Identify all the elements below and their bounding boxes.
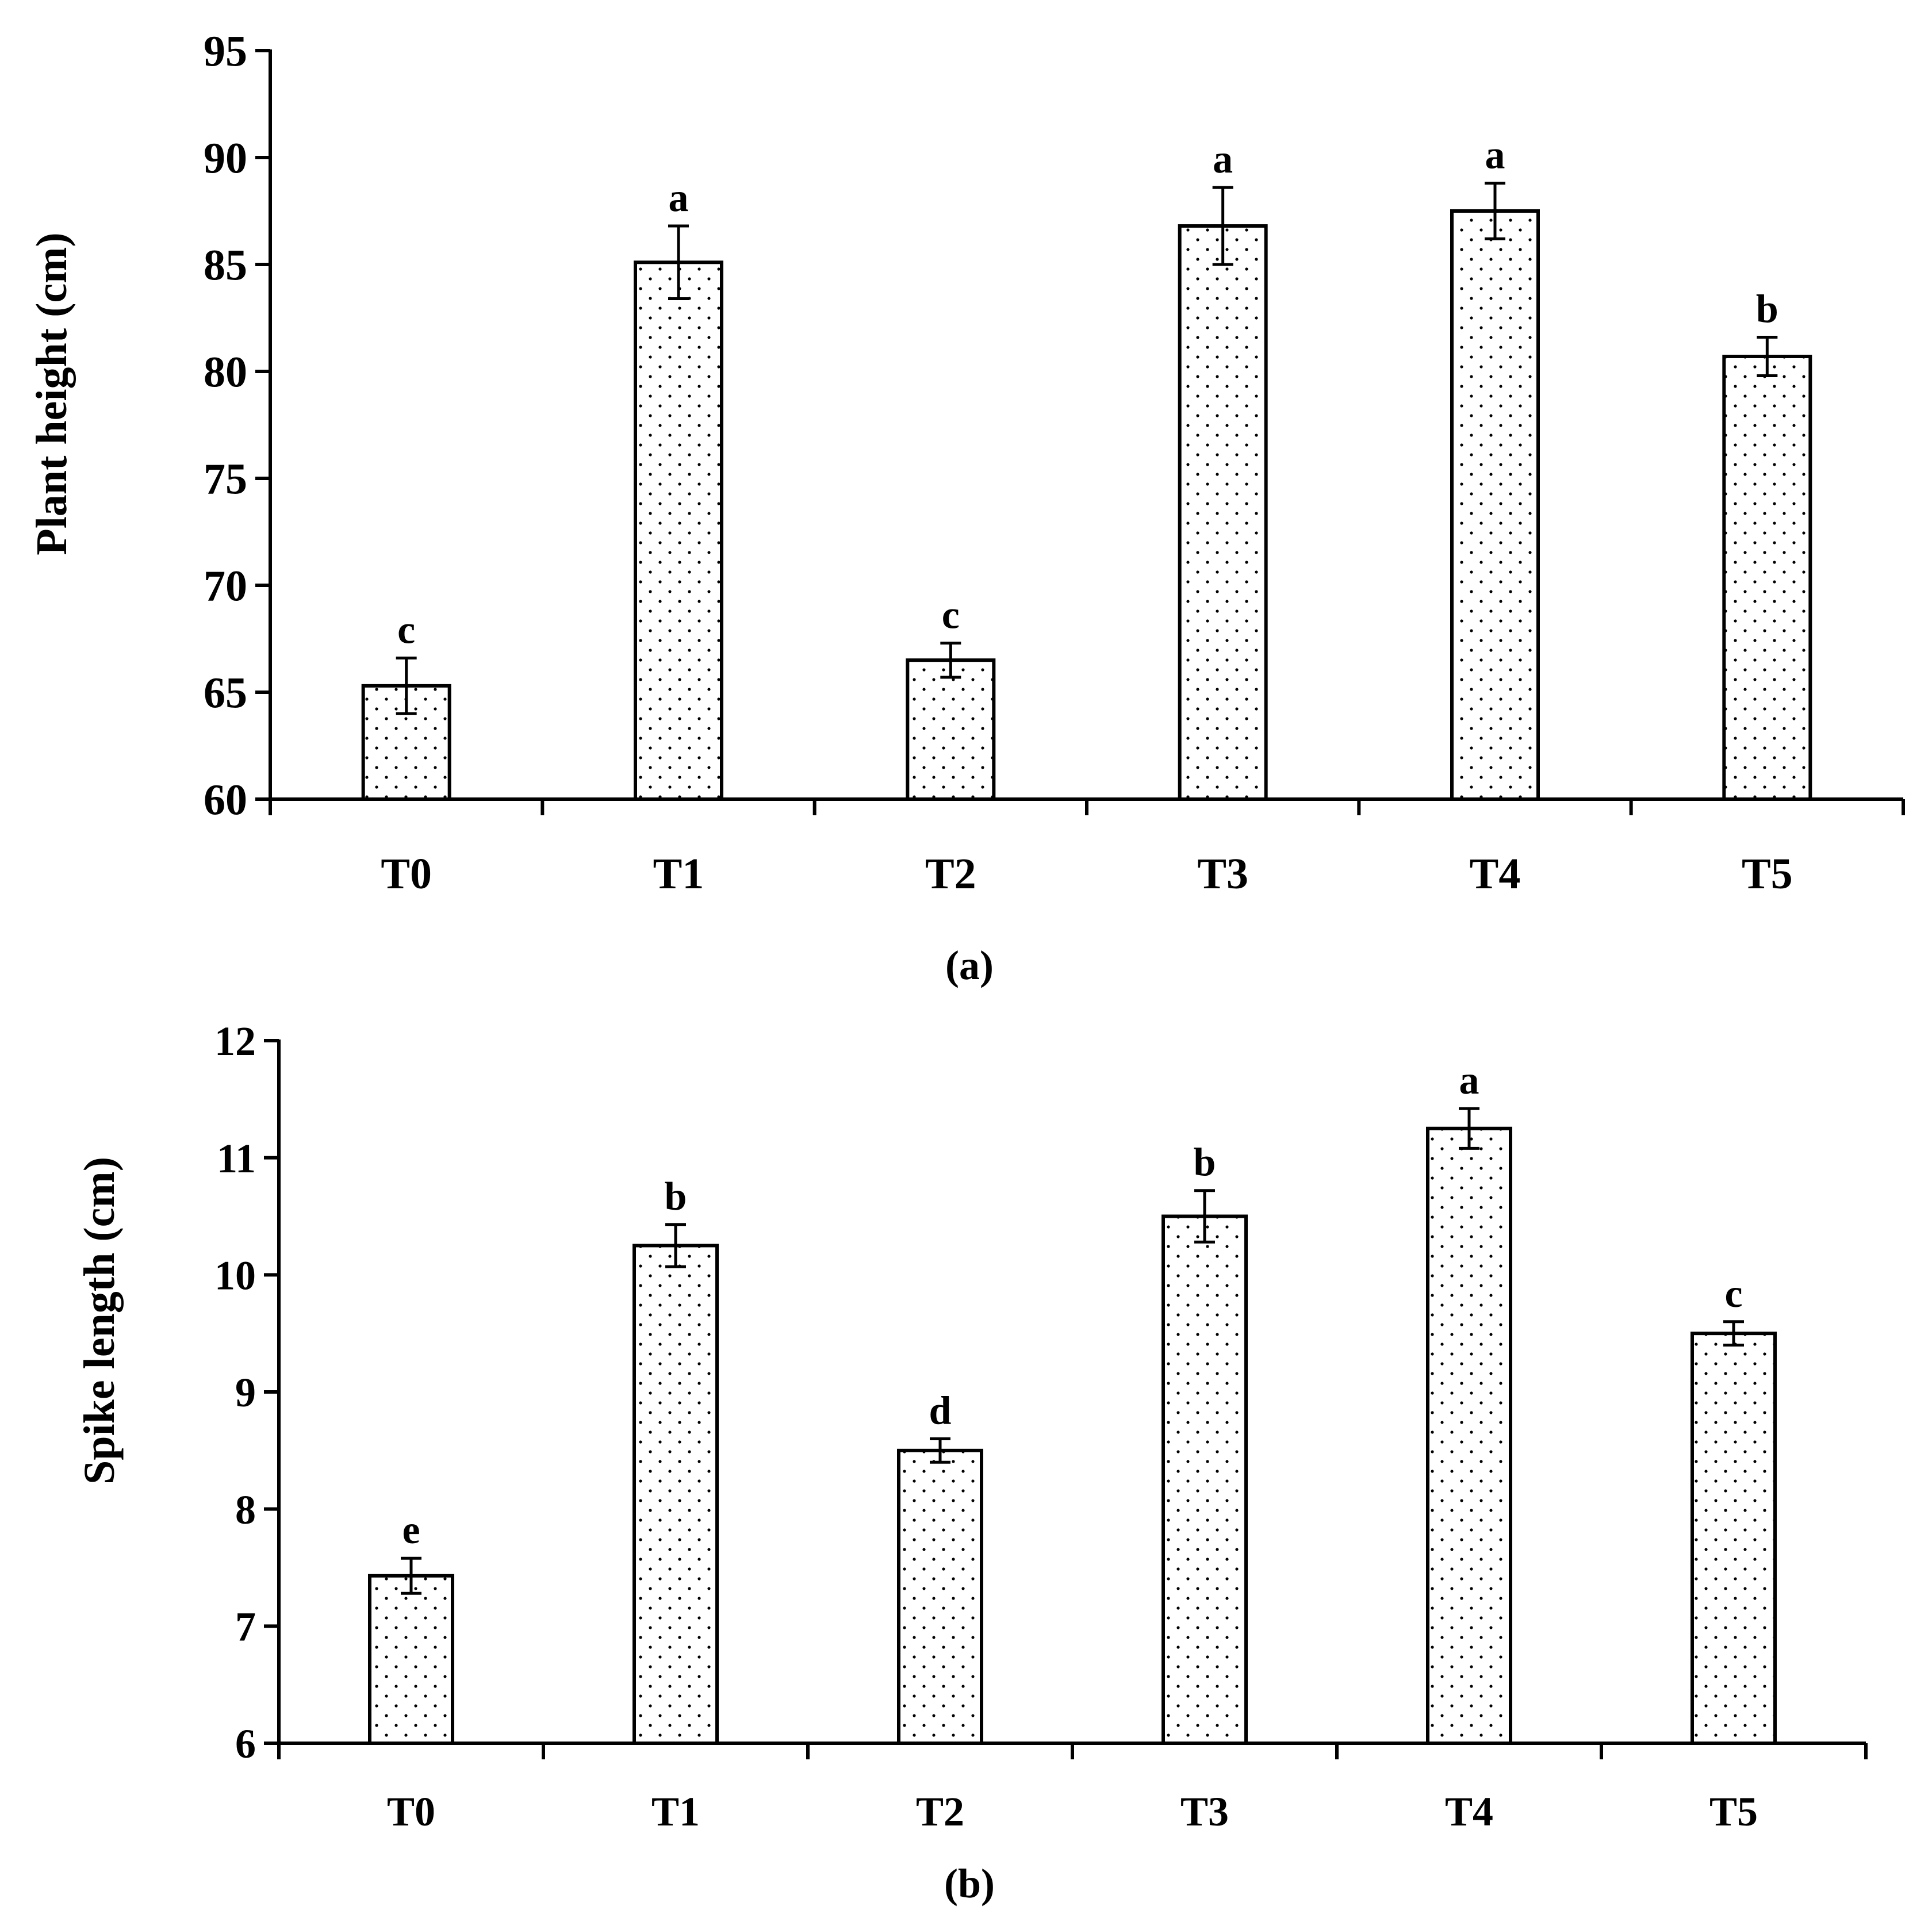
x-tick-label: T3 <box>1180 1789 1229 1835</box>
significance-letter: c <box>1724 1272 1742 1316</box>
panel-label: (a) <box>945 942 994 988</box>
x-tick-label: T0 <box>381 850 432 898</box>
x-tick-label: T4 <box>1445 1789 1493 1835</box>
x-tick-label: T0 <box>387 1789 435 1835</box>
x-tick-label: T5 <box>1742 850 1793 898</box>
y-tick-label: 6 <box>235 1721 256 1767</box>
chart-panel-b: Spike length (cm) 6 7 8 9 10 11 12 T0 T1 T2 T3 T4 T5… <box>75 1018 1868 1907</box>
bar <box>1178 224 1268 801</box>
chart-panel-a: Plant height (cm) 60 65 70 75 80 85 90 95 T0 T1 T2… <box>28 28 1905 988</box>
bar <box>368 1574 454 1745</box>
x-tick-label: T4 <box>1470 850 1521 898</box>
bar <box>1690 1332 1777 1746</box>
y-tick-label: 8 <box>235 1487 256 1533</box>
significance-letter: e <box>402 1508 420 1552</box>
y-axis-label: Spike length (cm) <box>75 1157 124 1485</box>
y-tick-label: 90 <box>204 135 247 183</box>
significance-letter: b <box>1756 287 1778 331</box>
y-tick-label: 12 <box>214 1018 256 1064</box>
significance-letter: a <box>1213 137 1233 182</box>
y-axis-label: Plant height (cm) <box>28 232 76 555</box>
bar <box>1162 1214 1248 1745</box>
bar <box>1722 354 1812 801</box>
panel-label: (b) <box>944 1861 995 1907</box>
y-tick-label: 65 <box>204 669 247 718</box>
significance-letter: b <box>665 1175 687 1219</box>
significance-letter: b <box>1194 1141 1216 1185</box>
y-tick-label: 9 <box>235 1370 256 1416</box>
bar <box>632 1244 719 1746</box>
x-tick-label: T2 <box>916 1789 964 1835</box>
y-tick-label: 75 <box>204 455 247 504</box>
significance-letter: c <box>942 593 960 637</box>
y-tick-label: 11 <box>217 1136 256 1182</box>
y-tick-label: 80 <box>204 348 247 397</box>
bar <box>1426 1126 1512 1745</box>
significance-letter: d <box>929 1388 952 1433</box>
y-tick-label: 60 <box>204 776 247 824</box>
x-tick-label: T3 <box>1197 850 1248 898</box>
x-tick-label: T5 <box>1709 1789 1758 1835</box>
bar <box>897 1448 983 1745</box>
y-tick-label: 10 <box>214 1253 256 1299</box>
significance-letter: a <box>1485 133 1505 178</box>
bar <box>906 658 996 801</box>
significance-letter: c <box>397 608 415 652</box>
x-tick-label: T1 <box>651 1789 700 1835</box>
y-tick-label: 95 <box>204 28 247 76</box>
significance-letter: a <box>669 176 689 220</box>
y-tick-label: 85 <box>204 241 247 290</box>
bar <box>634 260 723 801</box>
bar <box>1450 209 1540 801</box>
x-tick-label: T2 <box>925 850 976 898</box>
significance-letter: a <box>1459 1058 1479 1103</box>
y-tick-label: 7 <box>235 1604 256 1650</box>
x-tick-label: T1 <box>653 850 704 898</box>
y-tick-label: 70 <box>204 562 247 611</box>
